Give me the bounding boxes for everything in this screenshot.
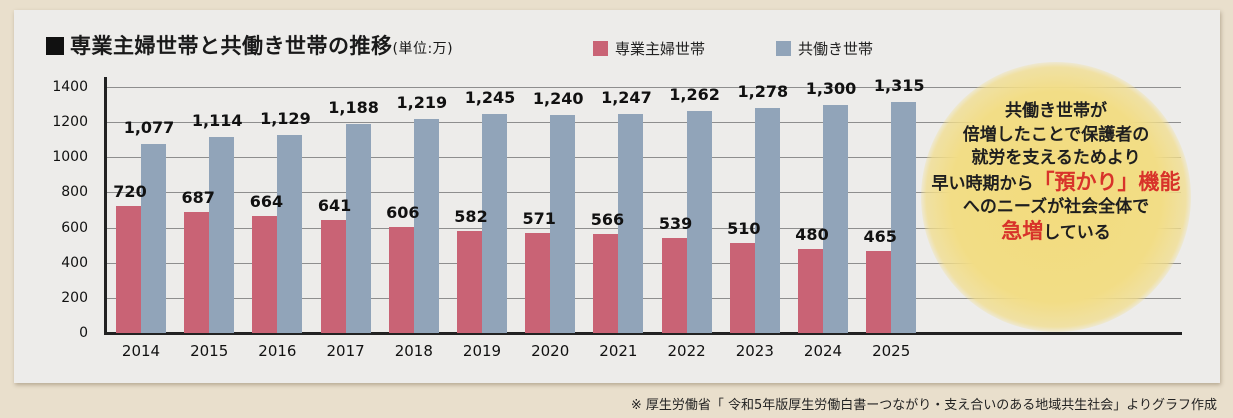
y-tick-label: 0 bbox=[79, 325, 88, 341]
legend-label: 共働き世帯 bbox=[798, 40, 874, 58]
bar-dual-income bbox=[277, 134, 303, 333]
bar-housewife bbox=[320, 220, 346, 333]
x-tick-label: 2015 bbox=[190, 342, 229, 360]
bar-dual-income bbox=[550, 115, 576, 333]
y-tick-label: 1200 bbox=[52, 114, 88, 131]
x-tick-label: 2025 bbox=[872, 342, 911, 360]
value-label-housewife: 720 bbox=[113, 182, 147, 202]
bar-housewife bbox=[388, 226, 414, 333]
callout-line: へのニーズが社会全体で bbox=[962, 197, 1150, 217]
x-tick-label: 2016 bbox=[258, 342, 297, 360]
bar-dual-income bbox=[686, 111, 712, 333]
value-label-dual-income: 1,315 bbox=[873, 75, 925, 95]
x-tick-label: 2014 bbox=[121, 342, 161, 360]
source-note: ※ 厚生労働省「 令和5年版厚生労働白書ーつながり・支え合いのある地域共生社会」… bbox=[630, 398, 1217, 413]
bar-dual-income bbox=[891, 101, 917, 333]
value-label-housewife: 510 bbox=[727, 219, 761, 239]
value-label-housewife: 539 bbox=[658, 214, 693, 234]
legend-swatch-red bbox=[593, 41, 608, 56]
x-tick-label: 2019 bbox=[462, 342, 502, 360]
callout-line: 共働き世帯が bbox=[1005, 101, 1107, 121]
x-tick-label: 2022 bbox=[667, 342, 706, 360]
value-label-dual-income: 1,219 bbox=[396, 92, 448, 112]
y-tick-label: 800 bbox=[61, 184, 88, 201]
bar-housewife bbox=[457, 230, 482, 333]
x-tick-label: 2023 bbox=[735, 342, 774, 360]
x-tick-label: 2024 bbox=[803, 342, 843, 360]
callout-line: 急増している bbox=[921, 218, 1191, 246]
value-label-dual-income: 1,247 bbox=[601, 87, 652, 107]
callout-text: 共働き世帯が 倍増したことで保護者の 就労を支えるためより 早い時期から「預かり… bbox=[921, 100, 1191, 245]
x-tick-label: 2018 bbox=[394, 342, 433, 360]
bar-housewife bbox=[525, 232, 551, 333]
value-label-housewife: 606 bbox=[386, 202, 420, 222]
y-axis bbox=[104, 77, 107, 334]
legend-swatch-blue bbox=[776, 41, 791, 56]
callout-emphasis: 急増 bbox=[1001, 218, 1044, 243]
callout-line: 就労を支えるためより bbox=[971, 148, 1141, 168]
value-label-dual-income: 1,262 bbox=[669, 85, 720, 105]
value-label-housewife: 566 bbox=[590, 209, 625, 229]
value-label-housewife: 687 bbox=[181, 188, 215, 208]
bar-dual-income bbox=[482, 114, 507, 333]
legend-label: 専業主婦世帯 bbox=[615, 40, 706, 58]
value-label-dual-income: 1,278 bbox=[737, 82, 789, 102]
bar-housewife bbox=[593, 233, 619, 333]
callout-emphasis: 「預かり」機能 bbox=[1033, 169, 1181, 194]
y-tick-label: 400 bbox=[61, 254, 88, 271]
title-square-icon bbox=[46, 37, 64, 55]
bar-dual-income bbox=[823, 104, 848, 333]
bar-housewife bbox=[661, 238, 687, 333]
value-label-housewife: 465 bbox=[863, 227, 897, 247]
bar-housewife bbox=[252, 216, 278, 333]
value-label-dual-income: 1,188 bbox=[328, 98, 379, 118]
callout-text-part: 早い時期から bbox=[931, 173, 1034, 194]
x-tick-label: 2017 bbox=[326, 342, 365, 360]
value-label-dual-income: 1,245 bbox=[464, 88, 516, 108]
bar-dual-income bbox=[345, 124, 371, 333]
y-tick-label: 600 bbox=[61, 219, 88, 236]
y-tick-label: 1400 bbox=[52, 79, 88, 95]
x-tick-label: 2021 bbox=[599, 342, 638, 360]
bar-dual-income bbox=[141, 143, 166, 333]
value-label-housewife: 641 bbox=[317, 196, 352, 216]
legend-item-dual-income: 共働き世帯 bbox=[776, 38, 873, 59]
bar-dual-income bbox=[618, 113, 644, 333]
bar-housewife bbox=[866, 251, 892, 333]
value-label-housewife: 480 bbox=[795, 224, 829, 244]
title-unit: (単位:万) bbox=[392, 41, 454, 57]
bar-dual-income bbox=[754, 108, 780, 333]
bar-housewife bbox=[798, 248, 823, 333]
value-label-housewife: 582 bbox=[454, 206, 488, 226]
x-axis bbox=[104, 332, 1182, 335]
value-label-dual-income: 1,240 bbox=[532, 89, 584, 109]
title-text: 専業主婦世帯と共働き世帯の推移 bbox=[70, 34, 393, 58]
legend-item-housewife: 専業主婦世帯 bbox=[593, 38, 705, 59]
bar-housewife bbox=[116, 206, 141, 333]
callout-circle bbox=[921, 62, 1191, 332]
value-label-dual-income: 1,077 bbox=[123, 117, 175, 137]
bar-housewife bbox=[729, 243, 755, 333]
value-label-dual-income: 1,300 bbox=[805, 78, 857, 98]
bar-dual-income bbox=[413, 118, 439, 333]
callout-line: 早い時期から「預かり」機能 bbox=[921, 169, 1191, 197]
y-tick-label: 200 bbox=[61, 289, 88, 306]
value-label-housewife: 571 bbox=[522, 208, 556, 228]
value-label-dual-income: 1,129 bbox=[260, 108, 311, 128]
value-label-dual-income: 1,114 bbox=[191, 111, 243, 131]
bar-housewife bbox=[184, 212, 210, 333]
callout-text-part: している bbox=[1043, 222, 1111, 243]
callout-line: 倍増したことで保護者の bbox=[962, 124, 1150, 145]
x-tick-label: 2020 bbox=[531, 342, 570, 360]
bar-dual-income bbox=[209, 137, 235, 333]
gridline bbox=[105, 87, 1181, 88]
value-label-housewife: 664 bbox=[249, 192, 284, 212]
chart-title: 専業主婦世帯と共働き世帯の推移(単位:万) bbox=[46, 30, 453, 60]
y-tick-label: 1000 bbox=[52, 149, 88, 166]
